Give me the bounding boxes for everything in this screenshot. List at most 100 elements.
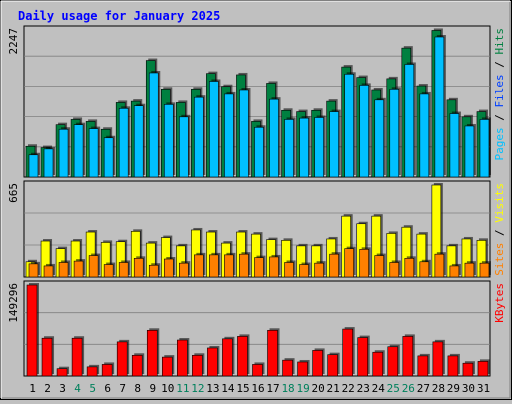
x-tick-label-day-29: 29 — [447, 382, 460, 395]
bar-files-day-3 — [58, 127, 71, 178]
x-tick-label-day-15: 15 — [236, 382, 249, 395]
x-tick-label-day-20: 20 — [312, 382, 325, 395]
bar-files-day-15 — [239, 87, 251, 178]
bar-files-day-10-body — [163, 104, 174, 178]
bar-files-day-3-body — [58, 128, 69, 178]
bar-kbytes-day-10 — [161, 355, 175, 377]
bar-kbytes-day-21 — [327, 352, 340, 377]
bar-sites-day-15 — [239, 252, 251, 278]
panel-kbytes: 149296 KBytes — [7, 280, 506, 377]
bar-kbytes-day-22 — [342, 327, 355, 377]
bar-sites-day-7 — [118, 260, 131, 278]
bar-files-day-27 — [419, 91, 431, 178]
x-tick-label-day-10: 10 — [161, 382, 174, 395]
bar-files-day-9-body — [148, 72, 159, 178]
bar-kbytes-day-28-body — [432, 341, 444, 377]
bar-files-day-4 — [73, 122, 86, 178]
legend-entry-visits: Visits — [493, 183, 506, 223]
bar-kbytes-day-8-body — [131, 354, 143, 377]
legend-separator: / — [493, 55, 506, 75]
bar-kbytes-day-29 — [447, 353, 460, 377]
bar-files-day-2 — [43, 146, 56, 178]
bar-sites-day-26 — [404, 256, 416, 278]
bar-files-day-12 — [194, 95, 206, 178]
bar-files-day-31-body — [479, 119, 490, 178]
bar-files-day-23-body — [359, 85, 370, 178]
bar-files-day-13 — [209, 79, 221, 178]
bar-sites-day-3 — [58, 260, 71, 278]
bar-files-day-20 — [314, 115, 326, 178]
bar-sites-day-5-body — [88, 255, 99, 278]
bar-sites-day-3-body — [58, 262, 69, 278]
bar-files-day-5 — [88, 126, 101, 178]
bar-files-day-19 — [299, 116, 311, 178]
bar-sites-day-1-body — [28, 263, 39, 278]
chart-panels: 2247 Pages / Files / Hits 665 Sites / Visit… — [7, 25, 506, 377]
bar-sites-day-2-body — [43, 265, 54, 278]
x-tick-label-day-23: 23 — [357, 382, 370, 395]
x-tick-label-day-5: 5 — [89, 382, 96, 395]
bar-kbytes-day-3-body — [56, 368, 68, 377]
bar-kbytes-day-20 — [312, 348, 325, 377]
bar-kbytes-day-24 — [372, 350, 385, 377]
bar-sites-day-30 — [464, 261, 476, 278]
bar-sites-day-4-body — [73, 260, 84, 278]
bar-sites-day-6 — [103, 262, 116, 278]
bar-sites-day-1 — [28, 261, 40, 278]
bar-files-day-28-body — [434, 36, 445, 178]
bar-files-day-20-body — [314, 117, 324, 178]
bar-sites-day-11 — [179, 261, 191, 278]
bar-sites-day-31 — [479, 261, 491, 278]
bar-files-day-16 — [254, 125, 266, 178]
bar-sites-day-29 — [449, 263, 461, 278]
bar-sites-day-25-body — [389, 262, 400, 278]
panel-kbytes-legend: KBytes — [493, 283, 506, 323]
bar-files-day-31 — [479, 117, 491, 178]
bar-sites-day-4 — [73, 259, 86, 278]
bar-sites-day-6-body — [103, 264, 114, 278]
bar-files-day-29-body — [449, 113, 460, 178]
bar-kbytes-day-13-body — [207, 347, 218, 377]
bar-sites-day-23 — [359, 247, 371, 278]
bar-files-day-26 — [404, 62, 416, 178]
x-tick-label-day-7: 7 — [119, 382, 126, 395]
bar-sites-day-14-body — [224, 254, 234, 278]
panel-hits-files-pages-max-label: 2247 — [7, 28, 20, 55]
bar-files-day-25 — [389, 87, 401, 178]
x-tick-label-day-25: 25 — [387, 382, 400, 395]
x-tick-label-day-9: 9 — [149, 382, 156, 395]
legend-separator: / — [493, 108, 506, 128]
bar-kbytes-day-2 — [41, 336, 55, 377]
bar-sites-day-17-body — [269, 256, 279, 278]
bar-kbytes-day-2-body — [41, 337, 53, 377]
bar-sites-day-8 — [133, 256, 146, 278]
x-tick-label-day-13: 13 — [206, 382, 219, 395]
bar-files-day-4-body — [73, 124, 84, 178]
legend-entry-sites: Sites — [493, 243, 506, 276]
bar-sites-day-28 — [434, 252, 446, 278]
bar-files-day-21 — [329, 109, 341, 178]
bar-kbytes-day-23-body — [357, 337, 369, 377]
x-tick-label-day-28: 28 — [432, 382, 445, 395]
legend-entry-kbytes: KBytes — [493, 283, 506, 323]
bar-files-day-30 — [464, 123, 476, 178]
x-tick-label-day-21: 21 — [327, 382, 340, 395]
bar-files-day-22 — [344, 72, 356, 178]
bar-files-day-10 — [163, 102, 176, 178]
x-tick-label-day-31: 31 — [477, 382, 490, 395]
bar-files-day-7-body — [118, 108, 129, 178]
bar-kbytes-day-16 — [252, 362, 265, 377]
x-tick-label-day-1: 1 — [29, 382, 36, 395]
bar-sites-day-20-body — [314, 262, 324, 278]
x-tick-label-day-14: 14 — [221, 382, 235, 395]
bar-kbytes-day-5 — [86, 364, 100, 377]
bar-sites-day-9-body — [148, 264, 159, 278]
bar-sites-day-20 — [314, 261, 326, 278]
panel-hits-files-pages: 2247 Pages / Files / Hits — [7, 25, 506, 178]
bar-files-day-30-body — [464, 125, 475, 178]
bar-files-day-23 — [359, 83, 371, 178]
bar-sites-day-8-body — [133, 258, 144, 278]
panel-visits-sites-legend: Sites / Visits — [493, 183, 506, 276]
bar-kbytes-day-22-body — [342, 328, 353, 377]
bar-kbytes-day-23 — [357, 335, 370, 377]
